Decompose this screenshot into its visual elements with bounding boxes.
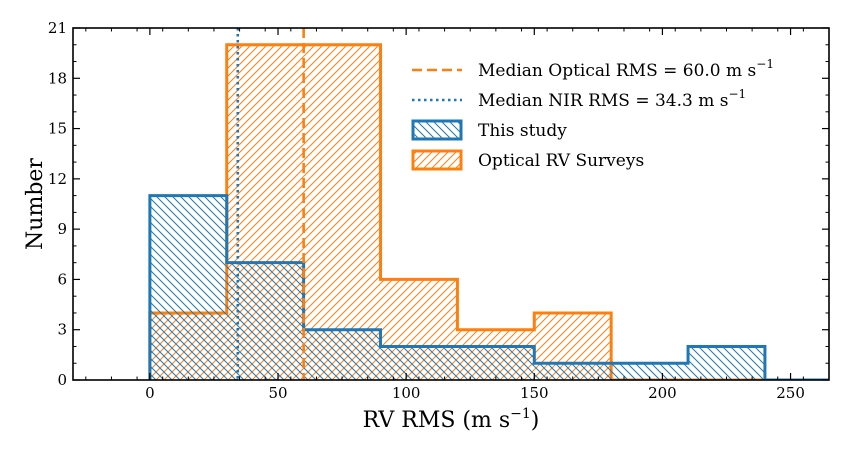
y-tick-label: 6 <box>57 270 67 288</box>
legend-label-optical-rv-surveys: Optical RV Surveys <box>478 151 644 171</box>
median-lines <box>236 28 305 380</box>
x-tick-label: 250 <box>776 384 805 402</box>
this-study-bar-6 <box>611 363 689 380</box>
this-study-bars <box>148 194 829 380</box>
this-study-bar-5 <box>534 363 612 380</box>
legend-swatch-optical-rv-surveys <box>411 149 463 171</box>
y-tick-label: 12 <box>48 170 67 188</box>
y-tick-label: 3 <box>57 321 67 339</box>
legend-swatch-this-study <box>411 119 463 141</box>
y-axis-label: Number <box>23 158 48 250</box>
this-study-bar-0 <box>149 195 227 380</box>
x-axis-label: RV RMS (m s−1) <box>363 406 540 433</box>
axis-ticks <box>73 27 830 381</box>
x-tick-label: 50 <box>268 384 287 402</box>
this-study-bar-2 <box>303 329 381 380</box>
legend-label-median-nir-rms-34-3-m-s: Median NIR RMS = 34.3 m s−1 <box>478 87 746 111</box>
x-tick-label: 100 <box>392 384 421 402</box>
legend: Median Optical RMS = 60.0 m s−1 Median NI… <box>411 57 774 171</box>
y-tick-label: 21 <box>48 19 67 37</box>
y-tick-label: 9 <box>57 220 67 238</box>
plot-frame <box>72 27 830 381</box>
this-study-bar-3 <box>380 346 458 380</box>
y-tick-label: 18 <box>48 69 67 87</box>
y-tick-label: 0 <box>57 371 67 389</box>
x-tick-label: 0 <box>145 384 155 402</box>
optical-rv-surveys-outline <box>148 43 829 380</box>
legend-label-this-study: This study <box>478 121 567 141</box>
x-tick-label: 200 <box>648 384 677 402</box>
legend-label-median-optical-rms-60-0-m-s: Median Optical RMS = 60.0 m s−1 <box>478 57 774 81</box>
y-tick-label: 15 <box>48 120 67 138</box>
this-study-bar-4 <box>457 346 535 380</box>
this-study-bar-7 <box>688 346 765 380</box>
x-tick-label: 150 <box>520 384 549 402</box>
this-study-bar-1 <box>226 262 304 380</box>
axis-tick-labels: 0 50 100 150 200 250 0 3 6 9 12 15 18 21 <box>48 19 805 402</box>
optical-rv-surveys-bar-2 <box>303 44 381 380</box>
this-study-outline <box>148 194 829 380</box>
